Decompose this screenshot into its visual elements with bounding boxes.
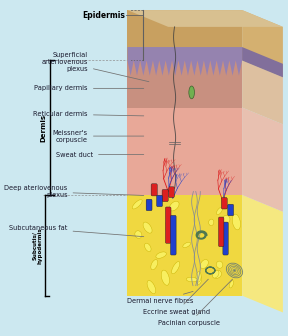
Ellipse shape xyxy=(145,243,151,252)
Text: Reticular dermis: Reticular dermis xyxy=(33,111,144,117)
Text: Pacinian corpuscle: Pacinian corpuscle xyxy=(158,279,232,326)
Bar xyxy=(127,10,242,60)
Polygon shape xyxy=(242,10,283,77)
FancyBboxPatch shape xyxy=(151,184,157,196)
Text: Subcutis/
hypodermis: Subcutis/ hypodermis xyxy=(32,227,43,264)
Text: Papillary dermis: Papillary dermis xyxy=(35,85,144,91)
Ellipse shape xyxy=(143,222,152,233)
Text: Superficial
arteriovenous
plexus: Superficial arteriovenous plexus xyxy=(41,52,149,82)
FancyBboxPatch shape xyxy=(162,190,168,202)
Ellipse shape xyxy=(186,277,197,282)
Text: Dermal nerve fibres: Dermal nerve fibres xyxy=(127,291,194,304)
Text: Sweat duct: Sweat duct xyxy=(56,152,144,158)
Ellipse shape xyxy=(169,201,179,211)
Bar xyxy=(127,195,242,296)
Ellipse shape xyxy=(196,272,201,282)
Ellipse shape xyxy=(223,232,228,240)
Ellipse shape xyxy=(189,86,194,99)
Ellipse shape xyxy=(161,270,169,285)
Ellipse shape xyxy=(222,215,230,223)
Polygon shape xyxy=(242,47,283,77)
FancyBboxPatch shape xyxy=(170,215,176,255)
Ellipse shape xyxy=(217,207,222,215)
Ellipse shape xyxy=(147,281,156,294)
Text: Meissner's
corpuscle: Meissner's corpuscle xyxy=(53,130,144,142)
Ellipse shape xyxy=(196,275,202,284)
Ellipse shape xyxy=(209,219,214,225)
Polygon shape xyxy=(242,108,283,212)
Ellipse shape xyxy=(151,260,158,270)
Ellipse shape xyxy=(213,270,219,278)
Ellipse shape xyxy=(156,252,166,258)
Text: Subcutaneous fat: Subcutaneous fat xyxy=(9,225,144,237)
Ellipse shape xyxy=(232,214,240,230)
Ellipse shape xyxy=(183,242,191,248)
FancyBboxPatch shape xyxy=(169,187,174,198)
Ellipse shape xyxy=(229,281,234,288)
Ellipse shape xyxy=(135,231,142,239)
Ellipse shape xyxy=(216,261,223,268)
Polygon shape xyxy=(242,60,283,124)
Bar xyxy=(127,60,242,108)
Polygon shape xyxy=(242,195,283,312)
Ellipse shape xyxy=(200,259,208,268)
FancyBboxPatch shape xyxy=(219,217,224,247)
FancyBboxPatch shape xyxy=(221,198,227,209)
Bar xyxy=(127,108,242,195)
FancyBboxPatch shape xyxy=(165,207,171,243)
Ellipse shape xyxy=(132,200,142,209)
Polygon shape xyxy=(127,47,242,76)
Ellipse shape xyxy=(213,270,221,278)
Ellipse shape xyxy=(172,262,180,274)
FancyBboxPatch shape xyxy=(228,204,234,216)
Text: Epidermis: Epidermis xyxy=(82,11,125,19)
FancyBboxPatch shape xyxy=(223,222,228,255)
Text: Dermis: Dermis xyxy=(40,114,46,142)
Ellipse shape xyxy=(165,220,173,233)
Text: Deep ateriovenous
plexus: Deep ateriovenous plexus xyxy=(4,185,144,198)
Polygon shape xyxy=(127,10,283,27)
FancyBboxPatch shape xyxy=(146,199,152,211)
FancyBboxPatch shape xyxy=(157,195,162,207)
Ellipse shape xyxy=(233,269,236,271)
Text: Eccrine sweat gland: Eccrine sweat gland xyxy=(143,279,210,315)
